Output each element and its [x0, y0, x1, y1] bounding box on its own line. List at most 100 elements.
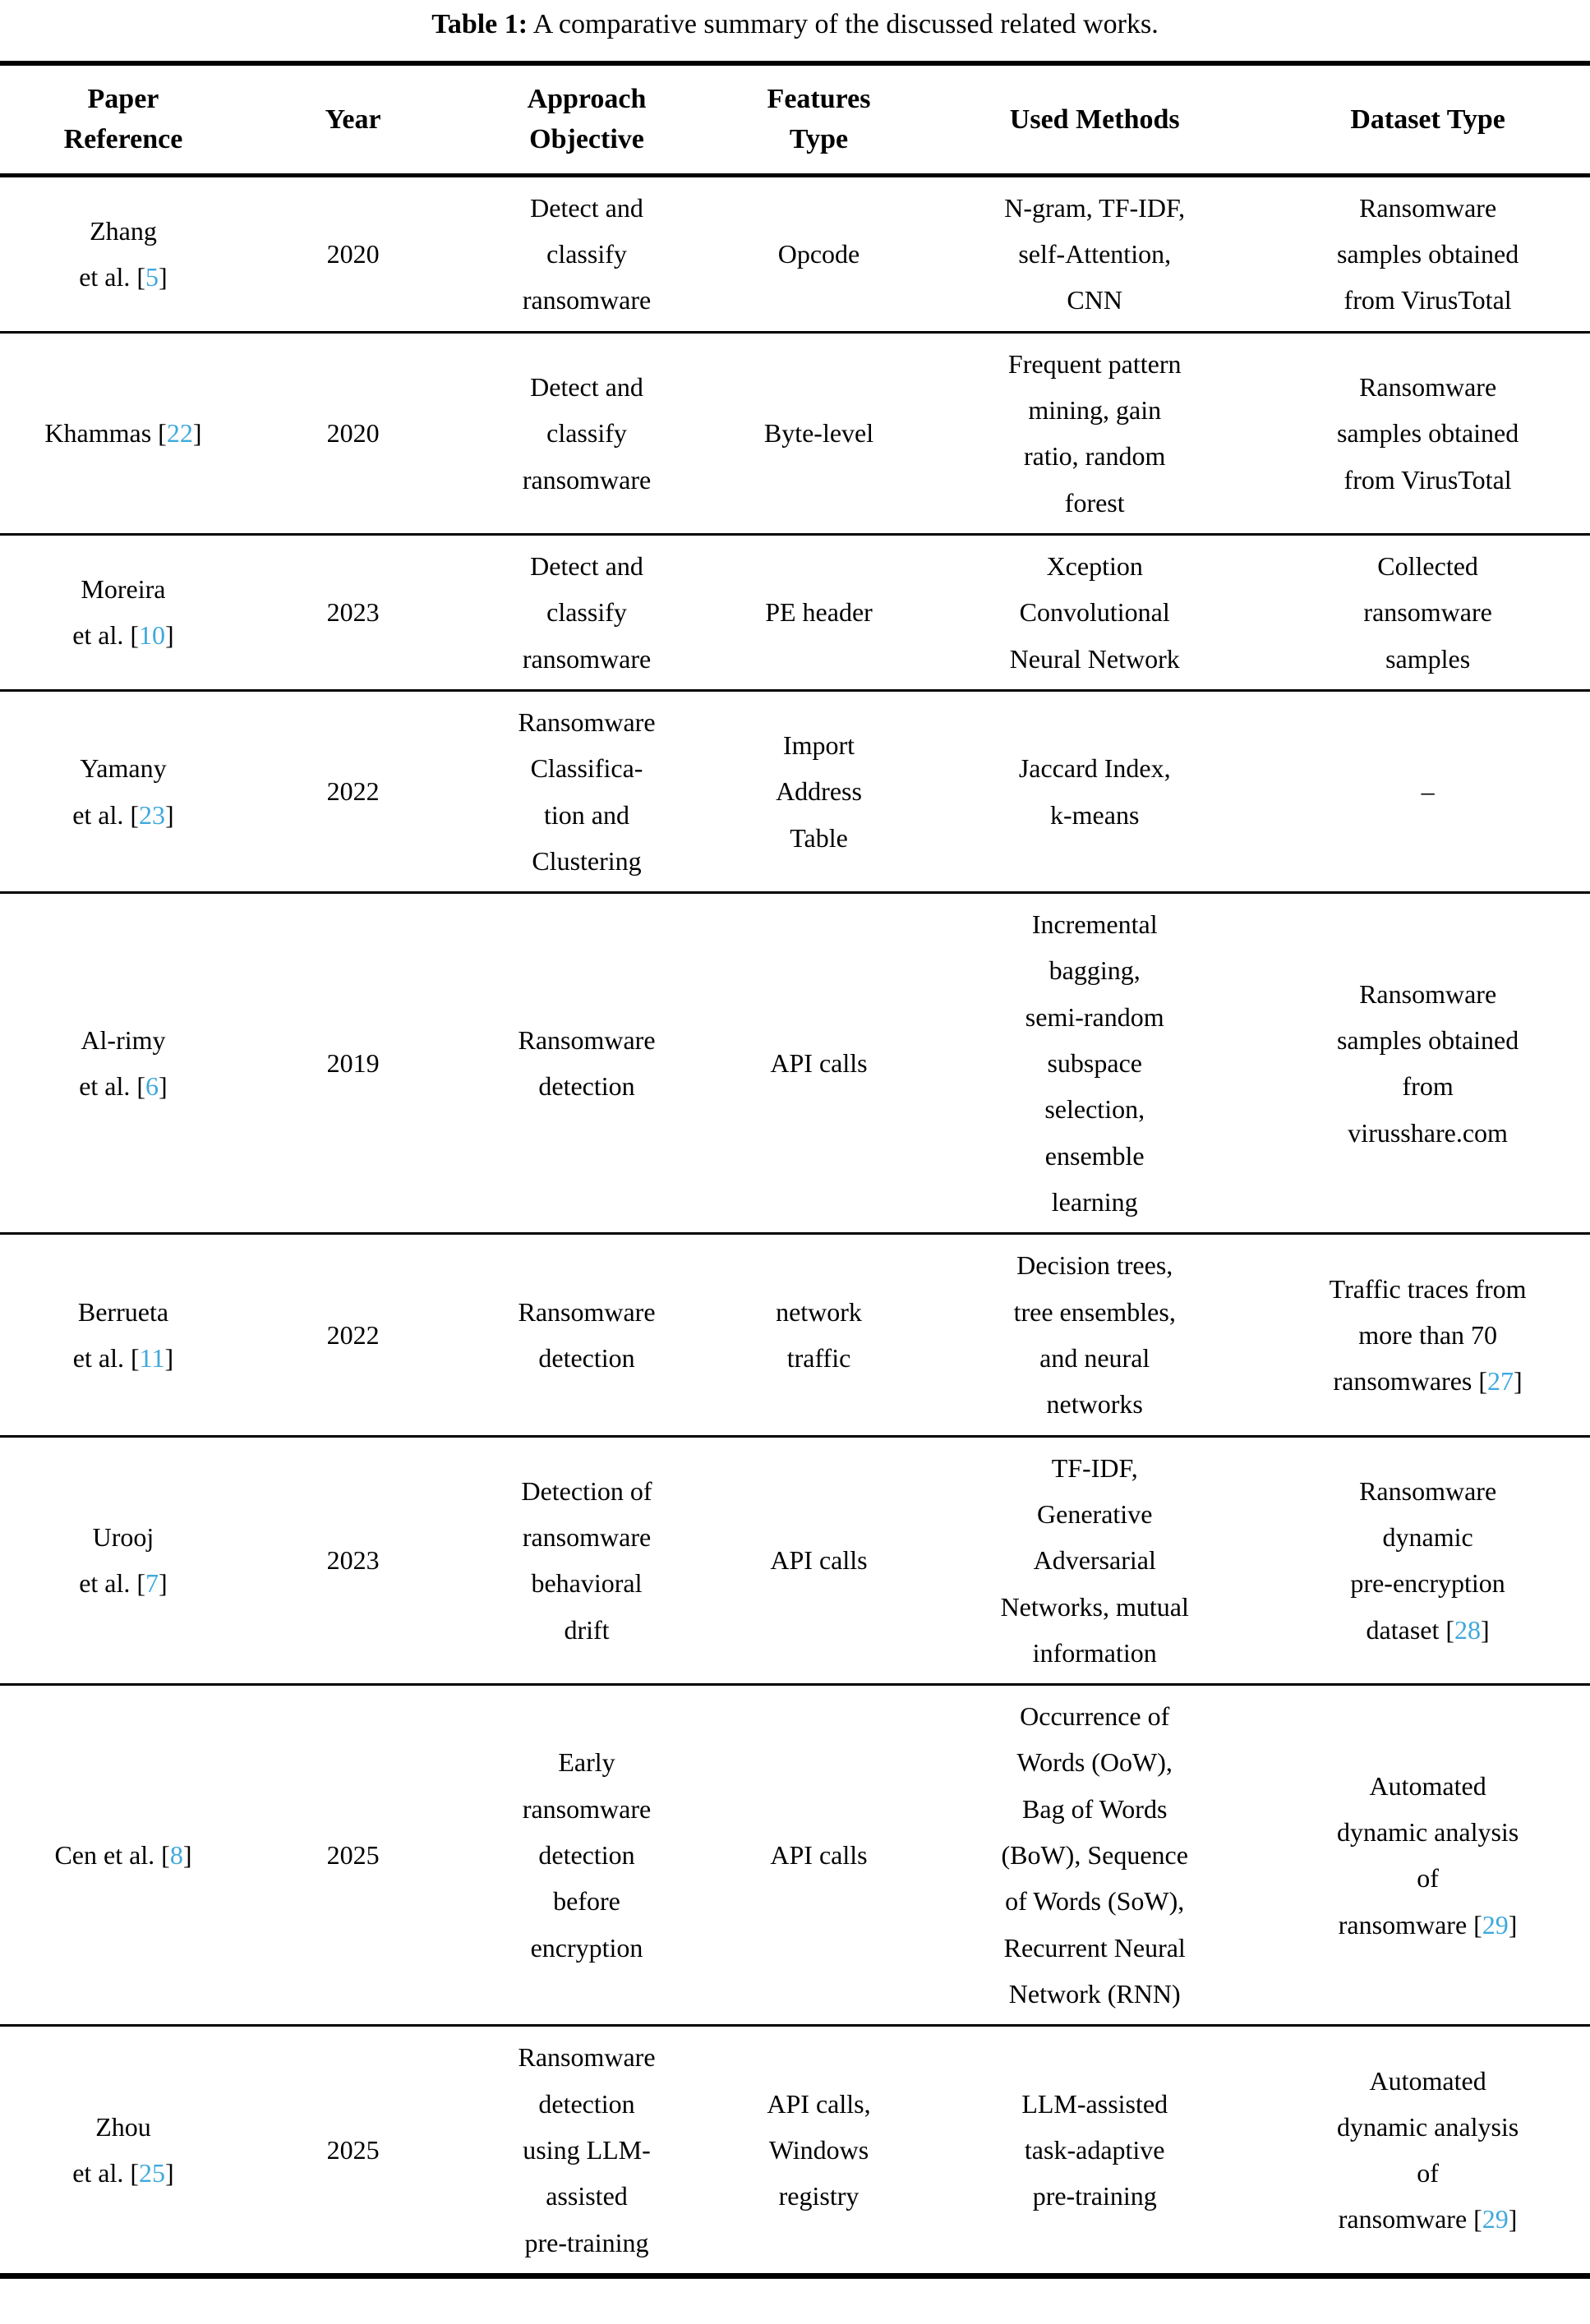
approach-objective-cell-text: Ransomware detection: [518, 1024, 656, 1102]
citation-number[interactable]: 8: [169, 1840, 183, 1871]
approach-objective-cell-text: Detection of ransomware behavioral drift: [521, 1475, 652, 1645]
features-type-cell: Opcode: [714, 175, 924, 332]
paper-reference-cell-text: Zhou et al.: [72, 2111, 151, 2188]
year-cell-text: 2023: [326, 597, 380, 628]
dataset-type-cell-text: Automated dynamic analysis of ransomware: [1336, 1770, 1519, 1940]
approach-objective-cell-text: Ransomware detection using LLM- assisted…: [518, 2042, 656, 2257]
table-row: Khammas [22] 2020 Detect and classify rans…: [0, 332, 1590, 535]
year-cell-text: 2022: [326, 776, 380, 807]
approach-objective-cell-text: Ransomware Classifica- tion and Clusteri…: [518, 706, 656, 876]
year-cell: 2022: [247, 1234, 459, 1436]
used-methods-cell: Jaccard Index, k-means: [924, 690, 1265, 892]
approach-objective-cell: Ransomware detection: [459, 893, 714, 1234]
dataset-type-cell: Automated dynamic analysis of ransomware…: [1336, 2065, 1519, 2234]
used-methods-cell: TF-IDF, Generative Adversarial Networks,…: [924, 1436, 1265, 1685]
table-row: Cen et al. [8] 2025 Early ransomware detec…: [0, 1685, 1590, 2026]
dataset-type-cell-text: –: [1421, 776, 1435, 807]
paper-reference-cell: Al-rimy et al. [6]: [79, 1024, 168, 1102]
used-methods-cell: LLM-assisted task-adaptive pre-training: [924, 2026, 1265, 2276]
year-cell: 2025: [247, 2026, 459, 2276]
used-methods-cell-text: LLM-assisted task-adaptive pre-training: [1021, 2088, 1168, 2211]
citation-number[interactable]: 28: [1454, 1614, 1482, 1645]
used-methods-cell-text: Xception Convolutional Neural Network: [1009, 550, 1180, 674]
dataset-type-cell-text: Automated dynamic analysis of ransomware: [1336, 2065, 1519, 2234]
dataset-type-cell: Ransomware dynamic pre-encryption datase…: [1350, 1475, 1505, 1645]
paper-reference-cell-text: Al-rimy et al.: [79, 1024, 166, 1102]
table-row: Yamany et al. [23] 2022 Ransomware Classif…: [0, 690, 1590, 893]
dataset-type-cell-text: Ransomware samples obtained from VirusTo…: [1336, 371, 1519, 495]
dataset-type-cell: Ransomware samples obtained from virussh…: [1265, 893, 1590, 1234]
dataset-type-cell-text: Ransomware dynamic pre-encryption datase…: [1350, 1475, 1505, 1645]
dataset-type-cell: Collected ransomware samples: [1265, 534, 1590, 690]
used-methods-cell: Occurrence of Words (OoW), Bag of Words …: [924, 1685, 1265, 2026]
features-type-cell: API calls, Windows registry: [714, 2026, 924, 2276]
table-caption: Table 1: A comparative summary of the di…: [0, 0, 1590, 43]
paper-reference-cell: Yamany et al. [23]: [72, 753, 174, 830]
paper-reference-cell: Urooj et al. [7]: [79, 1522, 168, 1599]
features-type-cell: Byte-level: [714, 332, 924, 534]
dataset-type-cell: Ransomware samples obtained from VirusTo…: [1265, 332, 1590, 534]
year-cell: 2022: [247, 690, 459, 892]
paper-reference-cell-text: Yamany et al.: [72, 753, 167, 830]
citation-number[interactable]: 5: [145, 262, 159, 292]
column-header-used-methods: Used Methods: [1009, 104, 1180, 135]
year-cell-text: 2025: [326, 2134, 380, 2165]
used-methods-cell-text: Frequent pattern mining, gain ratio, ran…: [1007, 348, 1182, 518]
dataset-type-cell: Ransomware samples obtained from VirusTo…: [1265, 175, 1590, 332]
year-cell: 2023: [247, 1436, 459, 1685]
paper-reference-cell-text: Moreira et al.: [72, 574, 166, 651]
used-methods-cell: N-gram, TF-IDF, self-Attention, CNN: [924, 175, 1265, 332]
year-cell-text: 2020: [326, 418, 380, 449]
year-cell-text: 2020: [326, 239, 380, 269]
paper-reference-cell: Zhou et al. [25]: [72, 2111, 174, 2188]
used-methods-cell: Xception Convolutional Neural Network: [924, 534, 1265, 690]
citation-number[interactable]: 27: [1487, 1366, 1514, 1397]
paper-reference-cell-text: Khammas: [44, 418, 152, 449]
citation-number[interactable]: 7: [145, 1568, 159, 1599]
related-works-table: Paper Reference Year Approach Objective Fea…: [0, 61, 1590, 2279]
table-row: Berrueta et al. [11] 2022 Ransomware detec…: [0, 1234, 1590, 1437]
features-type-cell: network traffic: [714, 1234, 924, 1436]
citation-number[interactable]: 23: [139, 799, 166, 830]
features-type-cell-text: network traffic: [776, 1296, 862, 1373]
used-methods-cell-text: Decision trees, tree ensembles, and neur…: [1013, 1250, 1176, 1420]
year-cell: 2020: [247, 332, 459, 534]
table-row: Moreira et al. [10] 2023 Detect and classi…: [0, 534, 1590, 691]
paper-reference-cell-text: Urooj et al.: [79, 1522, 154, 1599]
year-cell-text: 2019: [326, 1048, 380, 1079]
features-type-cell-text: Import Address Table: [776, 730, 862, 853]
citation-number[interactable]: 25: [139, 2158, 166, 2188]
features-type-cell: API calls: [714, 1685, 924, 2026]
paper-reference-cell: Zhang et al. [5]: [79, 215, 168, 292]
paper-reference-cell-text: Cen et al.: [54, 1840, 155, 1871]
citation-number[interactable]: 6: [145, 1071, 159, 1102]
year-cell: 2025: [247, 1685, 459, 2026]
approach-objective-cell: Ransomware detection using LLM- assisted…: [459, 2026, 714, 2276]
citation-number[interactable]: 11: [139, 1342, 165, 1373]
dataset-type-cell: Traffic traces from more than 70 ransomw…: [1329, 1273, 1527, 1397]
table-row: Zhou et al. [25] 2025 Ransomware detection…: [0, 2026, 1590, 2276]
dataset-type-cell-text: Traffic traces from more than 70 ransomw…: [1329, 1273, 1527, 1397]
column-header-features-type: Features Type: [767, 84, 871, 155]
features-type-cell-text: PE header: [765, 597, 873, 628]
approach-objective-cell-text: Detect and classify ransomware: [522, 192, 652, 315]
column-header-dataset-type: Dataset Type: [1350, 104, 1505, 135]
citation-number[interactable]: 29: [1482, 1909, 1509, 1940]
citation-number[interactable]: 29: [1482, 2204, 1509, 2234]
used-methods-cell-text: Jaccard Index, k-means: [1018, 753, 1171, 830]
approach-objective-cell-text: Ransomware detection: [518, 1296, 656, 1373]
table-body: Zhang et al. [5] 2020 Detect and classify …: [0, 175, 1590, 2276]
features-type-cell: API calls: [714, 1436, 924, 1685]
column-header-year: Year: [325, 104, 381, 135]
used-methods-cell-text: N-gram, TF-IDF, self-Attention, CNN: [1004, 192, 1186, 315]
approach-objective-cell: Detect and classify ransomware: [459, 332, 714, 534]
year-cell-text: 2023: [326, 1545, 380, 1576]
year-cell: 2023: [247, 534, 459, 690]
column-header-approach-objective: Approach Objective: [527, 84, 647, 155]
approach-objective-cell-text: Detect and classify ransomware: [522, 550, 652, 674]
paper-reference-cell: Cen et al. [8]: [54, 1840, 192, 1871]
approach-objective-cell-text: Detect and classify ransomware: [522, 371, 652, 495]
citation-number[interactable]: 10: [139, 620, 166, 651]
header-row: Paper Reference Year Approach Objective Fea…: [0, 63, 1590, 176]
citation-number[interactable]: 22: [166, 418, 193, 449]
